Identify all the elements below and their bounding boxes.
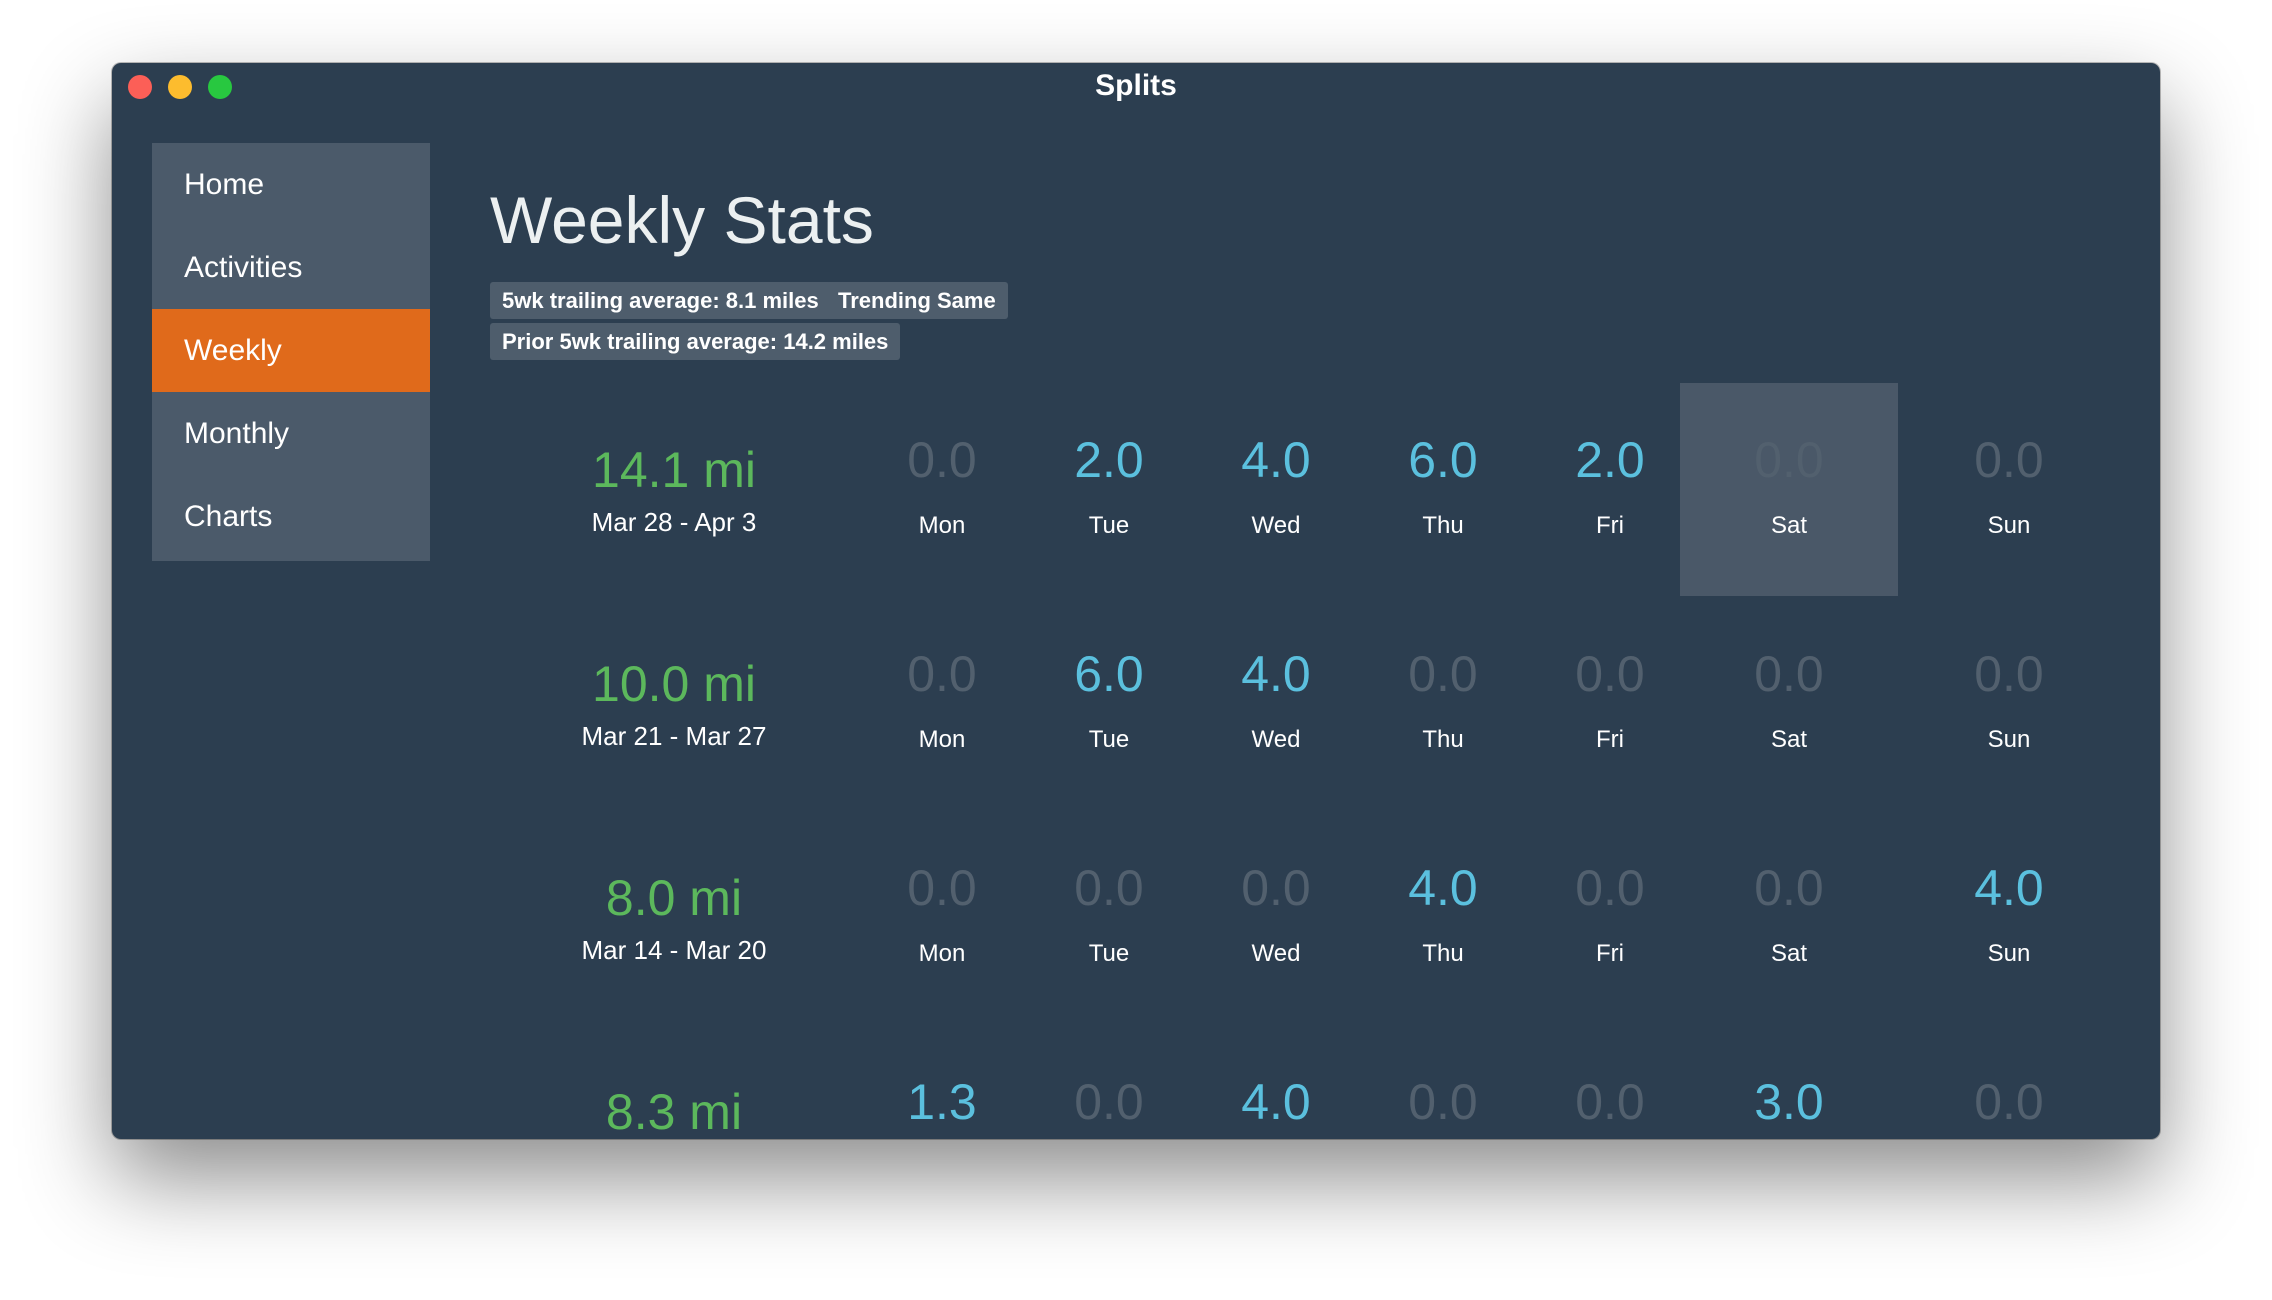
day-label: Thu	[1422, 940, 1464, 967]
day-label: Sun	[1987, 726, 2031, 753]
day-mileage[interactable]: 0.0	[1754, 646, 1824, 702]
day-mileage[interactable]: 2.0	[1575, 432, 1645, 488]
day-mileage[interactable]: 4.0	[1241, 1074, 1311, 1130]
day-label: Wed	[1251, 726, 1301, 753]
day-mileage[interactable]: 0.0	[1575, 860, 1645, 916]
minimize-window-button[interactable]	[168, 75, 192, 99]
day-label: Fri	[1596, 726, 1624, 753]
day-label: Wed	[1251, 940, 1301, 967]
day-mileage[interactable]: 0.0	[907, 646, 977, 702]
day-label: Wed	[1251, 512, 1301, 539]
week-total: 10.0 mi	[592, 656, 756, 712]
title-bar: Splits	[112, 63, 2160, 107]
day-mileage[interactable]: 4.0	[1241, 646, 1311, 702]
day-label: Sun	[1987, 512, 2031, 539]
sidebar-item-charts[interactable]: Charts	[184, 500, 273, 533]
day-mileage[interactable]: 0.0	[1408, 1074, 1478, 1130]
day-mileage[interactable]: 0.0	[907, 860, 977, 916]
day-mileage[interactable]: 1.3	[907, 1074, 977, 1130]
sidebar-nav: Home Activities Weekly Monthly Charts	[152, 143, 430, 561]
close-window-button[interactable]	[128, 75, 152, 99]
day-mileage[interactable]: 0.0	[1241, 860, 1311, 916]
day-mileage[interactable]: 6.0	[1074, 646, 1144, 702]
day-label: Tue	[1088, 940, 1130, 967]
day-label: Fri	[1596, 940, 1624, 967]
day-label: Sat	[1770, 726, 1808, 753]
sidebar-item-activities[interactable]: Activities	[184, 251, 303, 284]
day-mileage[interactable]: 0.0	[907, 432, 977, 488]
day-mileage[interactable]: 0.0	[1754, 432, 1824, 488]
week-total: 8.0 mi	[605, 870, 743, 926]
day-label: Mon	[918, 512, 966, 539]
window-title: Splits	[1095, 69, 1177, 102]
sidebar-item-monthly[interactable]: Monthly	[184, 417, 290, 450]
day-mileage[interactable]: 3.0	[1754, 1074, 1824, 1130]
day-mileage[interactable]: 0.0	[1754, 860, 1824, 916]
week-date-range: Mar 14 - Mar 20	[581, 935, 767, 965]
day-label: Tue	[1088, 512, 1130, 539]
day-mileage[interactable]: 0.0	[1074, 860, 1144, 916]
sidebar-item-weekly[interactable]: Weekly	[152, 309, 430, 392]
day-mileage[interactable]: 2.0	[1074, 432, 1144, 488]
day-mileage[interactable]: 0.0	[1575, 1074, 1645, 1130]
sidebar-item-home[interactable]: Home	[184, 168, 265, 201]
day-mileage[interactable]: 0.0	[1408, 646, 1478, 702]
maximize-window-button[interactable]	[208, 75, 232, 99]
week-total: 8.3 mi	[605, 1084, 743, 1139]
week-total: 14.1 mi	[592, 442, 756, 498]
day-mileage[interactable]: 4.0	[1974, 860, 2044, 916]
week-date-range: Mar 21 - Mar 27	[581, 721, 767, 751]
day-mileage[interactable]: 0.0	[1974, 1074, 2044, 1130]
day-label: Sat	[1770, 940, 1808, 967]
prior-trailing-average-badge: Prior 5wk trailing average: 14.2 miles	[490, 323, 901, 360]
day-mileage[interactable]: 4.0	[1241, 432, 1311, 488]
day-label: Fri	[1596, 512, 1624, 539]
trailing-average-badge: 5wk trailing average: 8.1 miles	[490, 282, 831, 319]
day-label: Tue	[1088, 726, 1130, 753]
day-mileage[interactable]: 0.0	[1974, 646, 2044, 702]
trend-badge: Trending Same	[826, 282, 1008, 319]
page-title: Weekly Stats	[490, 183, 874, 257]
week-date-range: Mar 28 - Apr 3	[591, 507, 757, 537]
day-mileage[interactable]: 0.0	[1074, 1074, 1144, 1130]
day-mileage[interactable]: 0.0	[1575, 646, 1645, 702]
today-highlight	[1680, 383, 1898, 596]
day-mileage[interactable]: 0.0	[1974, 432, 2044, 488]
day-mileage[interactable]: 6.0	[1408, 432, 1478, 488]
day-label: Mon	[918, 726, 966, 753]
day-label: Thu	[1422, 512, 1464, 539]
day-label: Sat	[1770, 512, 1808, 539]
day-mileage[interactable]: 4.0	[1408, 860, 1478, 916]
day-label: Sun	[1987, 940, 2031, 967]
app-window: Splits Home Activities Weekly Monthly Ch…	[112, 63, 2160, 1139]
day-label: Thu	[1422, 726, 1464, 753]
day-label: Mon	[918, 940, 966, 967]
